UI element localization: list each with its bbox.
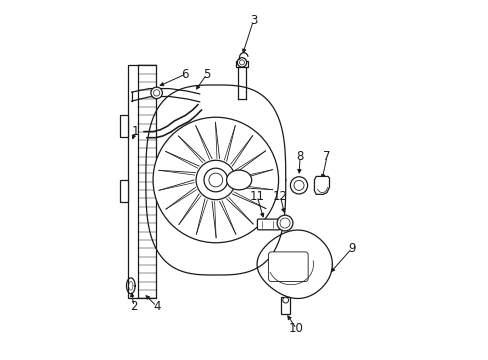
Circle shape: [153, 117, 278, 243]
Text: 7: 7: [323, 150, 330, 163]
Circle shape: [277, 215, 292, 231]
Text: 12: 12: [272, 190, 287, 203]
Circle shape: [290, 177, 307, 194]
Circle shape: [153, 90, 160, 96]
FancyBboxPatch shape: [235, 60, 248, 67]
Circle shape: [280, 218, 289, 228]
Text: 8: 8: [296, 150, 303, 163]
FancyBboxPatch shape: [268, 252, 307, 282]
Text: 11: 11: [249, 190, 264, 203]
FancyBboxPatch shape: [281, 297, 289, 315]
FancyBboxPatch shape: [128, 65, 138, 298]
Text: 9: 9: [347, 242, 355, 255]
Circle shape: [196, 160, 235, 200]
Text: 1: 1: [131, 125, 139, 138]
Circle shape: [293, 180, 304, 190]
Text: 4: 4: [153, 300, 160, 313]
Ellipse shape: [226, 170, 251, 190]
Text: 6: 6: [181, 68, 189, 81]
Circle shape: [282, 297, 288, 303]
Circle shape: [237, 58, 246, 67]
FancyBboxPatch shape: [257, 219, 280, 230]
Circle shape: [203, 168, 227, 192]
Polygon shape: [314, 176, 329, 194]
Text: 3: 3: [249, 14, 257, 27]
Text: 2: 2: [130, 300, 138, 313]
Circle shape: [151, 87, 162, 99]
FancyBboxPatch shape: [120, 180, 128, 202]
Text: 10: 10: [288, 322, 304, 335]
FancyBboxPatch shape: [120, 116, 128, 137]
Text: 5: 5: [203, 68, 210, 81]
Circle shape: [208, 173, 222, 187]
Circle shape: [239, 60, 244, 65]
